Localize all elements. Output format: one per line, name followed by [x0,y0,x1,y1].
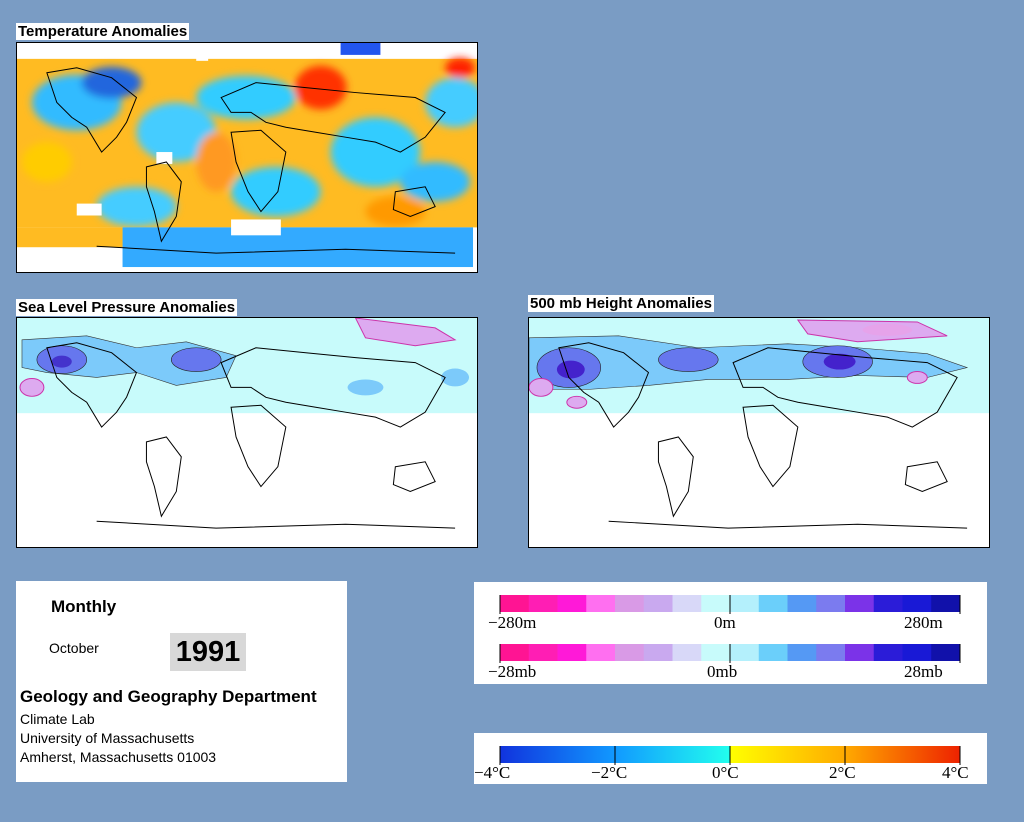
temp-tick-label: 4°C [942,763,969,782]
year-label: 1991 [170,633,246,671]
colorbar-segment [758,644,788,661]
temp-tick-label: 0°C [712,763,739,782]
address-label: Amherst, Massachusetts 01003 [20,749,217,765]
colorbar-segment [672,644,702,661]
colorbar-segment [615,595,645,612]
colorbar-segment [672,595,702,612]
slp-title: Sea Level Pressure Anomalies [16,299,238,316]
colorbar-segment [873,595,903,612]
colorbar-segment [931,595,961,612]
university-label: University of Massachusetts [20,730,195,746]
period-label: Monthly [51,597,117,616]
pressure-min-label: −28mb [488,662,536,681]
colorbar-segment [787,595,817,612]
pressure-colorbar [499,644,961,663]
colorbar-segment [730,595,760,612]
height-max-label: 280m [904,613,943,632]
colorbar-segment [816,595,846,612]
colorbar-segment [701,595,731,612]
colorbar-segment [528,644,558,661]
temp-tick-label: 2°C [829,763,856,782]
temperature-legend: −4°C −2°C 0°C 2°C 4°C [474,733,987,784]
colorbar-segment [902,595,932,612]
colorbar-segment [816,644,846,661]
temp-tick-label: −4°C [474,763,510,782]
colorbar-segment [701,644,731,661]
colorbar-segment [643,644,673,661]
height-colorbar [499,595,961,614]
month-label: October [49,640,99,656]
height-mid-label: 0m [714,613,736,632]
colorbar-segment [643,595,673,612]
colorbar-segment [557,595,587,612]
colorbar-segment [845,644,875,661]
colorbar-segment [931,644,961,661]
colorbar-segment [730,644,760,661]
colorbar-segment [787,644,817,661]
pressure-max-label: 28mb [904,662,943,681]
temp-tick-label: −2°C [591,763,627,782]
colorbar-segment [586,644,616,661]
colorbar-segment [500,644,530,661]
temperature-anomaly-map [16,42,478,273]
colorbar-segment [586,595,616,612]
colorbar-segment [528,595,558,612]
colorbar-segment [758,595,788,612]
colorbar-segment [615,644,645,661]
pressure-mid-label: 0mb [707,662,737,681]
temperature-title: Temperature Anomalies [16,23,190,40]
lab-label: Climate Lab [20,711,95,727]
height-pressure-legend: −280m 0m 280m −28mb 0mb 28mb [474,582,987,684]
height-min-label: −280m [488,613,536,632]
info-panel: Monthly October 1991 Geology and Geograp… [16,581,347,782]
colorbar-segment [500,595,530,612]
slp-anomaly-map [16,317,478,548]
height-anomaly-map [528,317,990,548]
colorbar-segment [557,644,587,661]
height-title: 500 mb Height Anomalies [528,295,714,312]
colorbar-segment [845,595,875,612]
colorbar-segment [873,644,903,661]
department-label: Geology and Geography Department [20,687,317,706]
colorbar-segment [902,644,932,661]
